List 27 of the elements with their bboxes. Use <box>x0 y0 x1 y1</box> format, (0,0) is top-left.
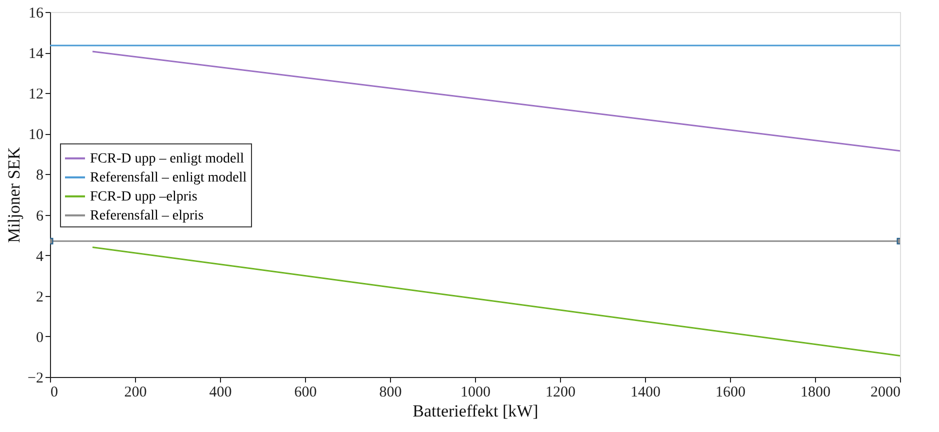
y-tick-label: 0 <box>36 330 44 346</box>
x-tick-label: 400 <box>209 384 232 400</box>
y-tick-label: −2 <box>28 370 44 386</box>
y-tick-label: 16 <box>28 6 44 22</box>
x-tick-label: 1600 <box>716 384 746 400</box>
x-tick-label: 1200 <box>546 384 576 400</box>
x-tick-label: 1400 <box>630 384 660 400</box>
y-tick-label: 8 <box>36 168 44 184</box>
legend-label: FCR-D upp –elpris <box>90 189 198 204</box>
x-tick-label: 1800 <box>800 384 830 400</box>
y-axis-title: Miljoner SEK <box>4 146 24 243</box>
legend-label: Referensfall – enligt modell <box>90 170 247 186</box>
y-tick-label: 12 <box>28 86 44 103</box>
y-tick-label: 4 <box>36 248 44 265</box>
x-tick-label: 2000 <box>870 384 900 400</box>
y-tick-label: 6 <box>36 208 44 224</box>
x-tick-label: 200 <box>124 384 147 400</box>
x-axis-title: Batterieffekt [kW] <box>412 402 538 420</box>
legend-label: Referensfall – elpris <box>90 208 204 224</box>
x-tick-label: 0 <box>50 384 58 400</box>
y-tick-label: 10 <box>28 127 44 144</box>
legend-label: FCR-D upp – enligt modell <box>90 151 244 166</box>
x-tick-label: 600 <box>294 384 317 400</box>
y-tick-label: 2 <box>36 289 44 306</box>
x-tick-label: 800 <box>379 384 402 400</box>
y-tick-label: 14 <box>28 46 44 62</box>
x-tick-label: 1000 <box>460 384 490 400</box>
